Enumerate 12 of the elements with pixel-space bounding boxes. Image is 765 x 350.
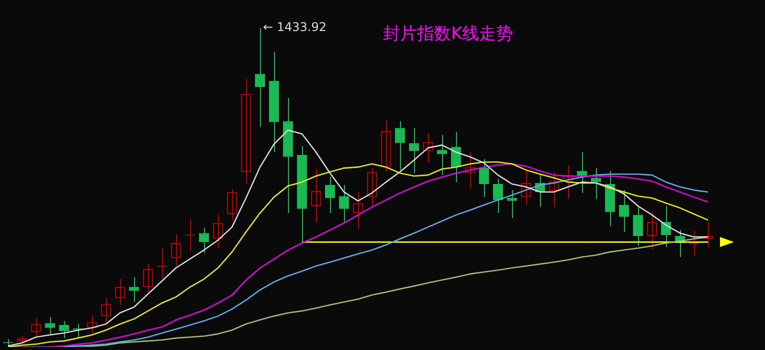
candlestick bbox=[590, 168, 602, 200]
candlestick bbox=[632, 206, 644, 246]
candlestick bbox=[506, 190, 518, 219]
candlestick bbox=[128, 276, 140, 303]
candlestick bbox=[254, 28, 266, 128]
candlestick bbox=[408, 127, 420, 174]
candlestick bbox=[576, 152, 588, 194]
chart-title: 封片指数K线走势 bbox=[383, 23, 514, 45]
candlestick bbox=[44, 316, 56, 334]
candlestick bbox=[436, 134, 448, 176]
candlestick bbox=[450, 131, 462, 183]
annotation: ← 1433.92 bbox=[263, 20, 326, 34]
